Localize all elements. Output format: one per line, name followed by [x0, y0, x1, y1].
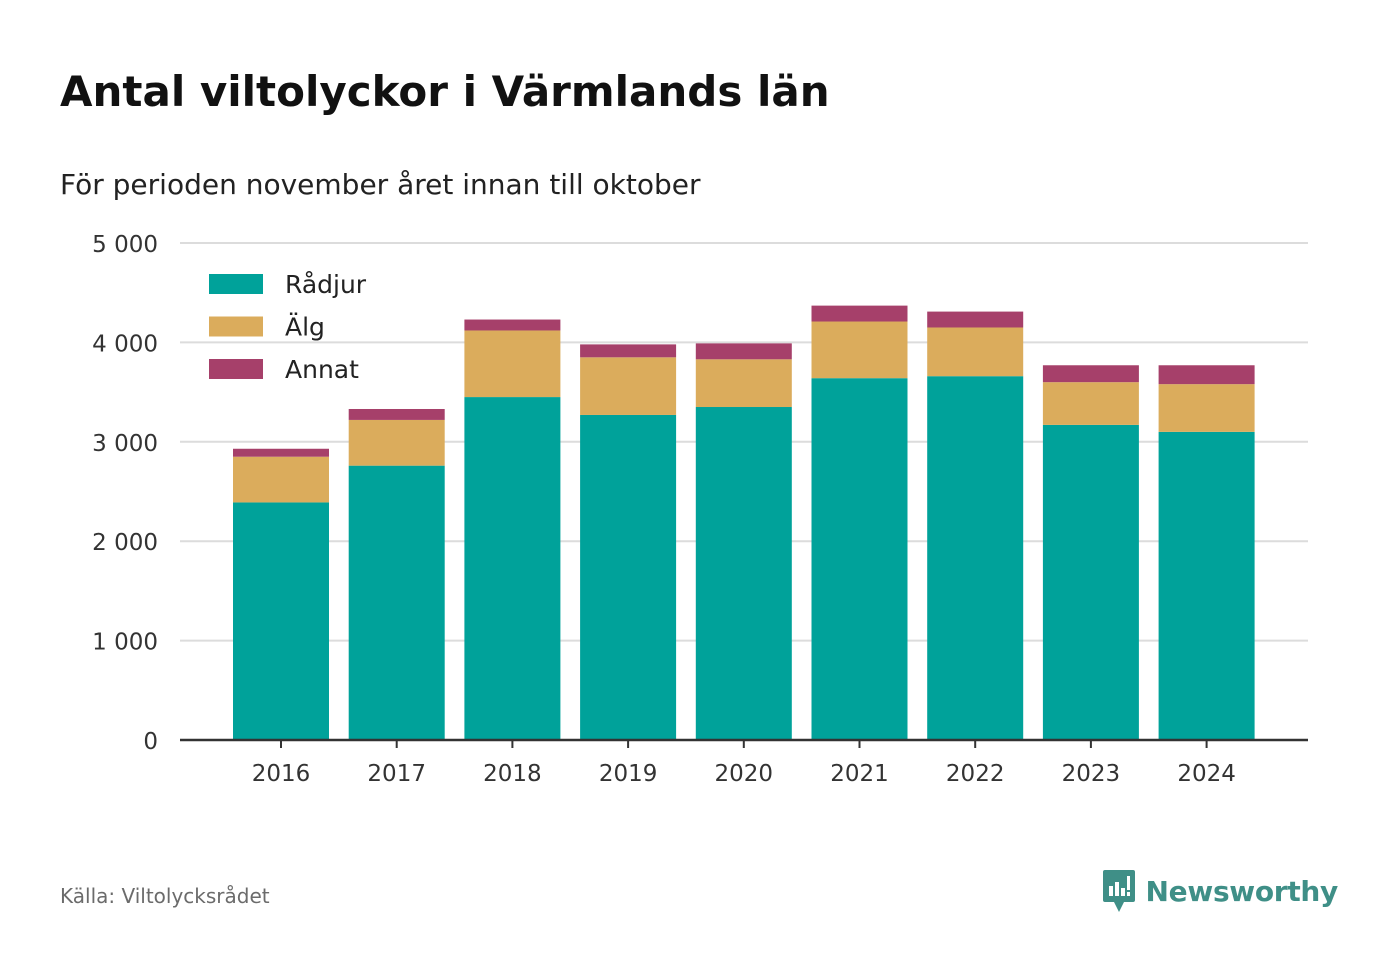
bar-segment [348, 419, 445, 466]
x-tick-label: 2023 [1062, 761, 1121, 787]
bar-segment [811, 378, 908, 740]
bar-segment [695, 343, 792, 360]
bar-segment [1158, 365, 1255, 385]
brand-name: Newsworthy [1145, 874, 1339, 908]
bar-segment [811, 321, 908, 379]
bar-segment [464, 319, 561, 331]
x-tick-label: 2021 [830, 761, 889, 787]
bar-segment [233, 502, 329, 740]
bar-segment [695, 407, 792, 740]
chart-subtitle: För perioden november året innan till ok… [60, 168, 701, 201]
bar-segment [927, 327, 1024, 377]
source-note: Källa: Viltolycksrådet [60, 884, 270, 908]
x-tick-label: 2016 [252, 761, 311, 787]
y-tick-label: 1 000 [92, 630, 158, 656]
bar-segment [580, 414, 677, 740]
x-tick-label: 2017 [367, 761, 426, 787]
x-tick-label: 2024 [1177, 761, 1236, 787]
axes: 0 1 000 2 000 3 000 4 000 5 000 2016 2017 2018 20… [92, 232, 1308, 787]
chart-title: Antal viltolyckor i Värmlands län [60, 67, 830, 116]
bar-segment [927, 376, 1024, 740]
y-tick-label: 3 000 [92, 431, 158, 457]
bars [233, 305, 1255, 740]
y-tick-label: 4 000 [92, 331, 158, 357]
x-tick-label: 2018 [483, 761, 542, 787]
x-tick-label: 2019 [599, 761, 658, 787]
bar-segment [464, 330, 561, 398]
stacked-bar-chart: 0 1 000 2 000 3 000 4 000 5 000 2016 2017 2018 20… [92, 232, 1308, 787]
x-tick-label: 2022 [946, 761, 1005, 787]
legend: Rådjur Älg Annat [209, 270, 367, 384]
newsworthy-logo-icon [1102, 870, 1135, 912]
y-tick-label: 2 000 [92, 530, 158, 556]
x-tick-label: 2020 [715, 761, 774, 787]
bar-segment [348, 408, 445, 420]
bar-segment [348, 465, 445, 740]
legend-swatch [209, 316, 263, 337]
y-tick-label: 5 000 [92, 232, 158, 258]
bar-segment [1158, 384, 1255, 432]
bar-segment [1158, 431, 1255, 740]
bar-segment [1042, 424, 1139, 740]
legend-swatch [209, 274, 263, 294]
bar-segment [695, 359, 792, 408]
bar-segment [233, 448, 329, 457]
bar-segment [233, 456, 329, 503]
legend-swatch [209, 359, 263, 379]
bar-segment [927, 311, 1024, 328]
bar-segment [464, 397, 561, 740]
bar-segment [580, 344, 677, 358]
brand-logo[interactable]: Newsworthy [1102, 868, 1338, 914]
bar-segment [1042, 382, 1139, 425]
y-tick-label: 0 [143, 729, 158, 755]
legend-label: Älg [285, 313, 325, 342]
bar-segment [811, 305, 908, 322]
legend-label: Annat [285, 355, 359, 384]
legend-label: Rådjur [285, 270, 367, 299]
bar-segment [1042, 365, 1139, 383]
bar-segment [580, 357, 677, 415]
